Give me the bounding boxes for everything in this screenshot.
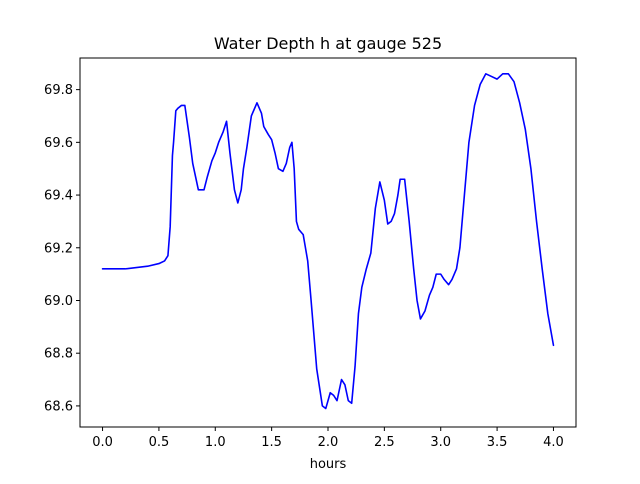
x-tick-label: 2.0 xyxy=(318,435,339,450)
x-axis-label: hours xyxy=(310,457,347,472)
x-tick-label: 4.0 xyxy=(543,435,564,450)
x-tick-label: 0.5 xyxy=(149,435,170,450)
y-tick-label: 69.0 xyxy=(44,294,73,309)
y-tick-label: 69.6 xyxy=(44,136,73,151)
chart-title: Water Depth h at gauge 525 xyxy=(214,34,442,53)
x-tick-label: 1.0 xyxy=(205,435,226,450)
x-tick-label: 2.5 xyxy=(374,435,395,450)
y-tick-label: 68.6 xyxy=(44,399,73,414)
y-tick-label: 69.8 xyxy=(44,83,73,98)
x-tick-label: 1.5 xyxy=(261,435,282,450)
data-series-line-0 xyxy=(101,73,555,410)
x-tick-label: 0.0 xyxy=(92,435,113,450)
y-tick-label: 69.4 xyxy=(44,189,73,204)
plot-area: 0.0 0.5 1.0 1.5 2.0 2.5 3.0 3.5 4.0 68.6 68.8 69.0 6… xyxy=(44,57,577,450)
x-tick-label: 3.0 xyxy=(430,435,451,450)
y-tick-label: 69.2 xyxy=(44,241,73,256)
x-tick-label: 3.5 xyxy=(487,435,508,450)
y-tick-label: 68.8 xyxy=(44,347,73,362)
